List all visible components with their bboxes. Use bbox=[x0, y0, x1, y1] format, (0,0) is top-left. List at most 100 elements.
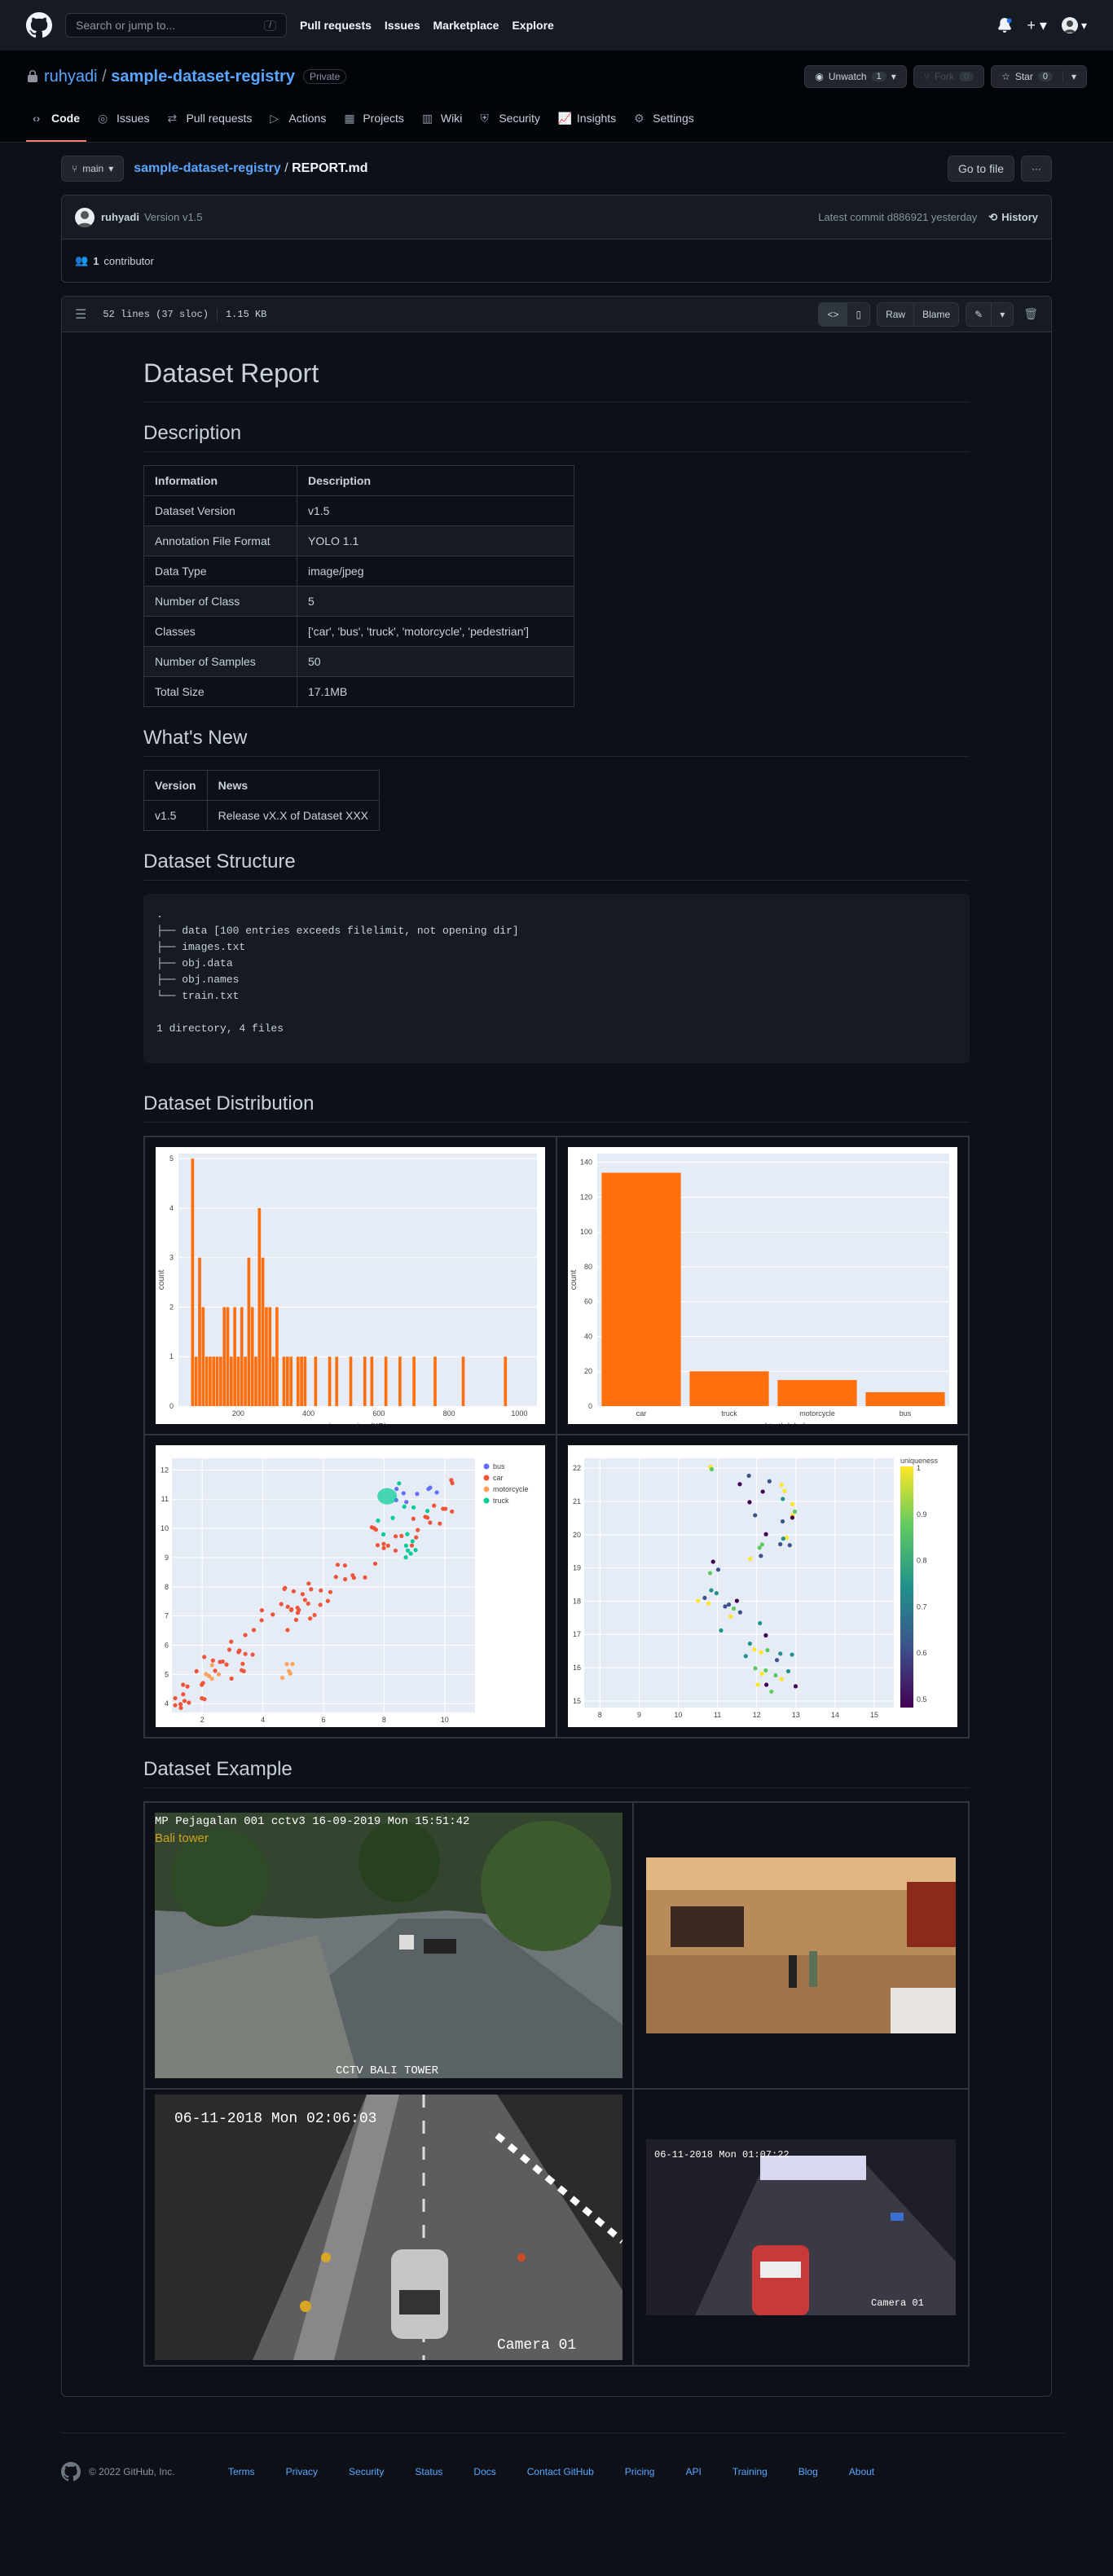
commit-message[interactable]: Version v1.5 bbox=[143, 211, 203, 223]
latest-commit[interactable]: Latest commit d886921 yesterday bbox=[818, 211, 978, 223]
more-options-button[interactable]: ··· bbox=[1021, 156, 1052, 182]
histogram-bar bbox=[461, 1356, 465, 1406]
repo-owner-link[interactable]: ruhyadi bbox=[44, 67, 98, 86]
user-avatar-menu[interactable]: ▾ bbox=[1061, 17, 1087, 33]
tab-pull-requests[interactable]: ⇄ Pull requests bbox=[161, 108, 258, 142]
file-view-icon[interactable]: ▯ bbox=[847, 302, 870, 326]
bar-bus bbox=[865, 1391, 945, 1406]
nav-link-issues[interactable]: Issues bbox=[384, 19, 420, 32]
tick-label: 100 bbox=[580, 1228, 592, 1236]
scatter-point bbox=[295, 1605, 300, 1611]
blame-button[interactable]: Blame bbox=[914, 302, 959, 326]
tab-code[interactable]: ‹› Code bbox=[26, 108, 86, 142]
scatter-point bbox=[714, 1591, 719, 1596]
table-row: Number of Class 5 bbox=[143, 586, 574, 617]
scatter-point bbox=[288, 1671, 293, 1676]
histogram-bar bbox=[219, 1356, 222, 1406]
table-cell: 50 bbox=[297, 646, 574, 677]
scatter-point bbox=[709, 1466, 715, 1472]
commit-author[interactable]: ruhyadi bbox=[101, 211, 139, 223]
histogram-bar bbox=[257, 1207, 262, 1406]
scatter-point bbox=[333, 1575, 338, 1580]
example-image-tollroad: 06-11-2018 Mon 02:06:03 Camera 01 bbox=[155, 2095, 622, 2360]
footer-link-terms[interactable]: Terms bbox=[228, 2465, 255, 2477]
outline-icon[interactable]: ☰ bbox=[75, 307, 87, 322]
branch-select-button[interactable]: ⑂ main ▾ bbox=[61, 156, 125, 182]
fork-button[interactable]: ⑂ Fork 0 bbox=[913, 65, 985, 88]
code-view-icon[interactable]: <> bbox=[819, 302, 848, 326]
table-cell: YOLO 1.1 bbox=[297, 525, 574, 556]
scatter-point bbox=[759, 1671, 764, 1677]
github-logo-icon[interactable] bbox=[26, 12, 52, 38]
scatter-point bbox=[706, 1601, 711, 1606]
tick-label: 80 bbox=[584, 1263, 592, 1271]
nav-link-explore[interactable]: Explore bbox=[512, 19, 554, 32]
unwatch-button[interactable]: ◉ Unwatch 1 ▾ bbox=[804, 65, 907, 88]
scatter-point bbox=[759, 1542, 764, 1547]
tab-security[interactable]: ⛨ Security bbox=[473, 108, 547, 142]
contributor-label[interactable]: contributor bbox=[103, 254, 154, 267]
table-header: Version bbox=[143, 770, 208, 801]
breadcrumb-repo-link[interactable]: sample-dataset-registry bbox=[134, 161, 281, 175]
create-new-icon[interactable]: + ▾ bbox=[1027, 16, 1047, 33]
github-logo-icon[interactable] bbox=[61, 2461, 81, 2481]
legend-entry: truck bbox=[493, 1497, 509, 1505]
scatter-point bbox=[381, 1541, 386, 1546]
histogram-bar bbox=[236, 1356, 240, 1406]
colorbar-tick: 0.7 bbox=[917, 1602, 927, 1611]
footer-link-about[interactable]: About bbox=[848, 2465, 875, 2477]
tick-label: 2 bbox=[169, 1303, 174, 1311]
nav-link-pull-requests[interactable]: Pull requests bbox=[300, 19, 372, 32]
footer-link-security[interactable]: Security bbox=[349, 2465, 385, 2477]
tab-projects[interactable]: ▦ Projects bbox=[337, 108, 411, 142]
nav-link-marketplace[interactable]: Marketplace bbox=[433, 19, 499, 32]
trash-icon[interactable]: 🗑 bbox=[1023, 307, 1038, 320]
scatter-point bbox=[293, 1617, 299, 1622]
footer-link-privacy[interactable]: Privacy bbox=[285, 2465, 319, 2477]
tab-insights[interactable]: 📈 Insights bbox=[552, 108, 622, 142]
avatar bbox=[1061, 17, 1078, 33]
tick-label: 8 bbox=[598, 1711, 602, 1719]
go-to-file-button[interactable]: Go to file bbox=[947, 156, 1014, 182]
scatter-point bbox=[385, 1543, 390, 1548]
chart-cell: 0 20 40 60 80 100 120 140 car truck motorcycle bus g… bbox=[556, 1136, 969, 1435]
history-button[interactable]: ⟲ History bbox=[988, 211, 1038, 224]
footer-link-api[interactable]: API bbox=[685, 2465, 702, 2477]
table-row: Number of Samples 50 bbox=[143, 646, 574, 677]
tab-issues[interactable]: ◎ Issues bbox=[91, 108, 156, 142]
repo-name-link[interactable]: sample-dataset-registry bbox=[111, 67, 295, 86]
scatter-point bbox=[752, 1647, 757, 1652]
scatter-point bbox=[405, 1548, 411, 1553]
scatter-point bbox=[401, 1491, 406, 1496]
category-label: motorcycle bbox=[799, 1409, 835, 1418]
search-input[interactable]: Search or jump to... / bbox=[65, 13, 287, 37]
pencil-icon[interactable]: ✎ bbox=[966, 302, 992, 326]
tab-settings[interactable]: ⚙ Settings bbox=[627, 108, 701, 142]
contributor-count[interactable]: 1 bbox=[93, 254, 99, 267]
bar-motorcycle bbox=[777, 1379, 857, 1406]
footer-link-pricing[interactable]: Pricing bbox=[624, 2465, 655, 2477]
chevron-down-icon[interactable]: ▾ bbox=[1062, 71, 1076, 82]
class-embedding-scatter: 2 4 6 8 10 4 5 6 7 8 9 10 11 12 bus car motorcycle truck bbox=[156, 1445, 545, 1727]
footer-link-status[interactable]: Status bbox=[415, 2465, 443, 2477]
tab-actions[interactable]: ▷ Actions bbox=[263, 108, 332, 142]
scatter-point bbox=[243, 1651, 248, 1656]
footer-link-docs[interactable]: Docs bbox=[473, 2465, 496, 2477]
tab-wiki[interactable]: ▥ Wiki bbox=[416, 108, 469, 142]
scatter-point bbox=[432, 1503, 437, 1508]
example-1-timestamp: MP Pejagalan 001 cctv3 16-09-2019 Mon 15… bbox=[155, 1815, 469, 1828]
tick-label: 400 bbox=[302, 1409, 315, 1418]
footer-link-contact-github[interactable]: Contact GitHub bbox=[526, 2465, 594, 2477]
footer-link-blog[interactable]: Blog bbox=[798, 2465, 818, 2477]
scatter-point bbox=[411, 1505, 416, 1510]
colorbar-tick: 1 bbox=[917, 1464, 921, 1472]
category-label: car bbox=[636, 1409, 647, 1418]
category-label: truck bbox=[721, 1409, 737, 1418]
avatar[interactable] bbox=[75, 207, 95, 227]
bell-icon[interactable] bbox=[997, 18, 1012, 33]
raw-button[interactable]: Raw bbox=[878, 302, 915, 326]
footer-link-training[interactable]: Training bbox=[732, 2465, 768, 2477]
star-button[interactable]: ☆ Star 0 ▾ bbox=[991, 65, 1087, 88]
scatter-point bbox=[790, 1515, 795, 1520]
chevron-down-icon[interactable]: ▾ bbox=[992, 302, 1014, 326]
